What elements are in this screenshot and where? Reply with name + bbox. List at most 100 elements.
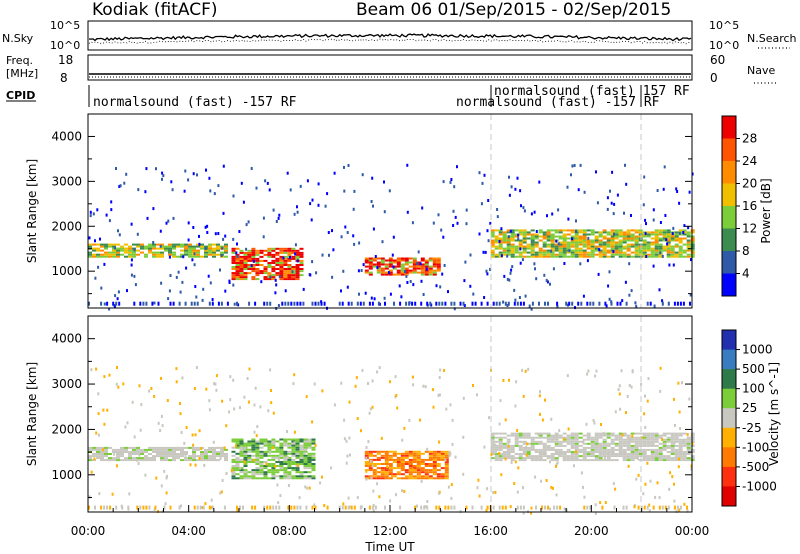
echo-cell bbox=[400, 269, 405, 272]
echo-cell bbox=[283, 461, 288, 463]
echo-cell bbox=[570, 436, 575, 439]
echo-cell bbox=[231, 438, 236, 441]
echo-cell bbox=[184, 457, 188, 460]
echo-cell bbox=[187, 178, 190, 182]
echo-cell bbox=[321, 389, 324, 393]
echo-cell bbox=[531, 301, 534, 306]
echo-cell bbox=[498, 301, 501, 306]
echo-cell bbox=[622, 235, 627, 238]
echo-cell bbox=[646, 233, 651, 236]
echo-cell bbox=[156, 453, 160, 455]
echo-cell bbox=[518, 245, 523, 248]
echo-cell bbox=[510, 185, 513, 189]
echo-cell bbox=[403, 426, 406, 430]
echo-cell bbox=[490, 231, 495, 234]
echo-cell bbox=[255, 253, 260, 256]
power-colorbar-label: Power [dB] bbox=[759, 178, 773, 243]
echo-cell bbox=[117, 229, 119, 233]
echo-cell bbox=[275, 251, 280, 254]
echo-cell bbox=[642, 492, 645, 496]
colorbar-swatch bbox=[722, 251, 736, 274]
echo-cell bbox=[255, 251, 260, 254]
echo-cell bbox=[343, 189, 346, 193]
echo-cell bbox=[263, 465, 268, 467]
echo-cell bbox=[152, 251, 156, 254]
echo-cell bbox=[277, 458, 280, 462]
echo-cell bbox=[376, 263, 381, 266]
echo-cell bbox=[420, 259, 425, 262]
echo-cell bbox=[498, 239, 503, 242]
echo-cell bbox=[263, 471, 268, 474]
echo-cell bbox=[287, 450, 292, 453]
echo-cell bbox=[103, 422, 106, 426]
echo-cell bbox=[311, 505, 314, 510]
echo-cell bbox=[208, 253, 212, 256]
echo-cell bbox=[231, 440, 236, 443]
echo-cell bbox=[235, 440, 240, 443]
echo-cell bbox=[574, 237, 579, 240]
colorbar-tick-label: 24 bbox=[742, 154, 757, 168]
echo-cell bbox=[658, 288, 661, 292]
echo-cell bbox=[208, 455, 212, 458]
echo-cell bbox=[380, 473, 385, 476]
echo-cell bbox=[555, 239, 558, 243]
echo-cell bbox=[283, 442, 288, 445]
echo-cell bbox=[513, 288, 516, 292]
echo-cell bbox=[108, 457, 112, 460]
echo-cell bbox=[152, 247, 156, 250]
echo-cell bbox=[376, 450, 381, 453]
echo-cell bbox=[602, 455, 607, 458]
echo-cell bbox=[500, 254, 503, 258]
echo-cell bbox=[243, 465, 248, 467]
echo-cell bbox=[690, 245, 695, 248]
echo-cell bbox=[670, 444, 675, 447]
echo-cell bbox=[442, 235, 445, 239]
echo-cell bbox=[200, 243, 204, 246]
echo-cell bbox=[462, 396, 465, 400]
echo-cell bbox=[380, 450, 385, 453]
echo-cell bbox=[618, 446, 623, 449]
echo-cell bbox=[514, 444, 519, 447]
echo-cell bbox=[622, 442, 627, 445]
echo-cell bbox=[375, 470, 378, 474]
echo-cell bbox=[251, 473, 256, 476]
echo-cell bbox=[122, 382, 125, 386]
echo-cell bbox=[364, 450, 369, 453]
echo-cell bbox=[618, 448, 623, 451]
echo-cell bbox=[100, 451, 104, 453]
echo-cell bbox=[574, 440, 579, 443]
echo-cell bbox=[299, 475, 304, 478]
echo-cell bbox=[522, 436, 527, 439]
echo-cell bbox=[132, 253, 136, 256]
echo-cell bbox=[299, 458, 304, 461]
echo-cell bbox=[662, 231, 667, 234]
echo-cell bbox=[251, 278, 256, 281]
echo-cell bbox=[104, 245, 108, 248]
y-tick-label: 1000 bbox=[51, 468, 82, 482]
echo-cell bbox=[112, 253, 116, 256]
echo-cell bbox=[586, 243, 591, 246]
echo-cell bbox=[517, 466, 520, 470]
echo-cell bbox=[570, 229, 575, 232]
echo-cell bbox=[384, 471, 389, 474]
echo-cell bbox=[299, 473, 304, 476]
echo-cell bbox=[594, 448, 599, 451]
echo-cell bbox=[196, 245, 200, 248]
echo-cell bbox=[189, 463, 192, 467]
echo-cell bbox=[239, 442, 244, 445]
echo-cell bbox=[682, 301, 685, 306]
echo-cell bbox=[235, 247, 240, 250]
echo-cell bbox=[148, 453, 152, 455]
echo-cell bbox=[542, 448, 547, 451]
echo-cell bbox=[216, 243, 220, 246]
echo-cell bbox=[384, 301, 386, 306]
echo-cell bbox=[666, 251, 671, 254]
echo-cell bbox=[271, 262, 276, 264]
echo-cell bbox=[159, 229, 162, 233]
echo-cell bbox=[287, 251, 292, 254]
echo-cell bbox=[283, 251, 288, 254]
echo-cell bbox=[598, 455, 603, 458]
echo-cell bbox=[690, 241, 695, 244]
echo-cell bbox=[404, 454, 409, 457]
echo-cell bbox=[558, 251, 563, 254]
